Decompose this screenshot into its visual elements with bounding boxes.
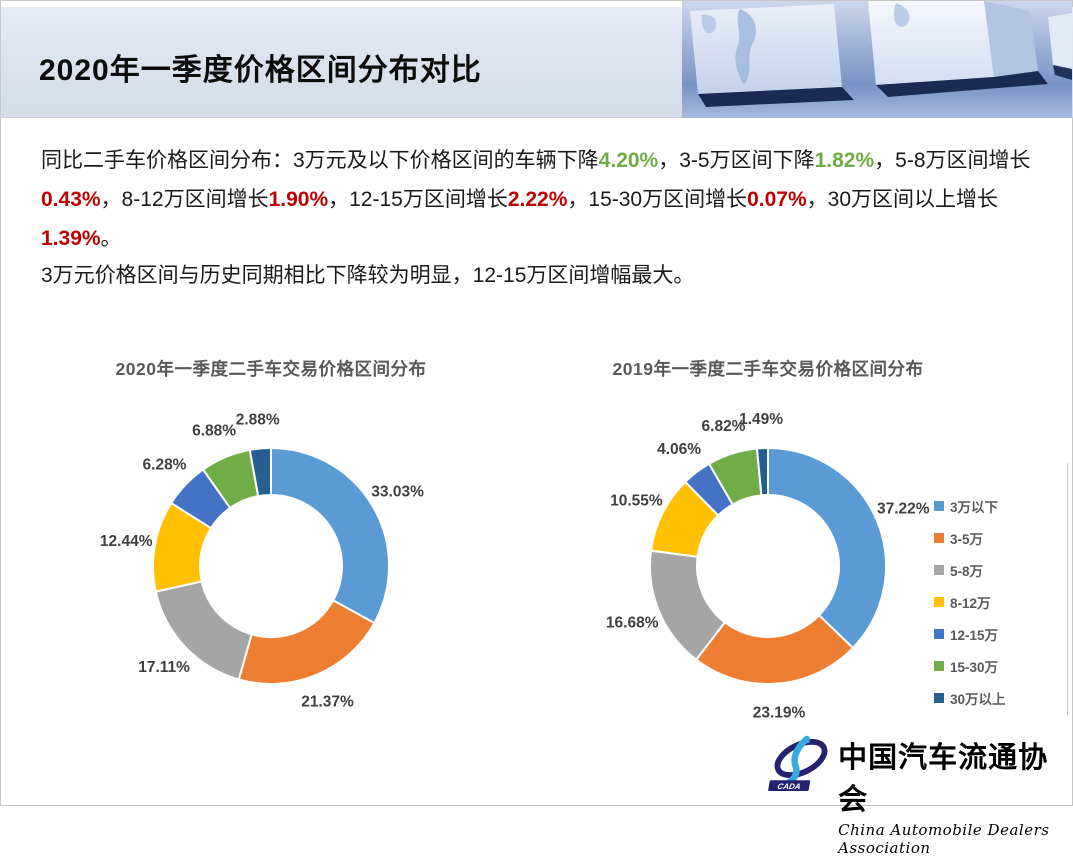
logo-text: 中国汽车流通协会 China Automobile Dealers Associ… [838, 728, 1072, 857]
left-cube-front-face [690, 4, 842, 94]
legend-label: 8-12万 [950, 596, 991, 611]
right-cube-front-face [1048, 13, 1072, 69]
right-cube-shadow [1053, 65, 1072, 80]
middle-cube-shadow [876, 71, 1048, 97]
legend-item-5-8万: 5-8万 [934, 563, 1006, 579]
legend-swatch-icon [934, 661, 944, 671]
donut-slice-3-5万 [237, 598, 376, 685]
emblem-acronym: CADA [777, 782, 802, 791]
data-label-15-30万: 6.82% [702, 418, 746, 435]
data-label-3万以下: 37.22% [877, 501, 930, 518]
donut-slice-3万以下 [270, 446, 390, 625]
donut-chart-2019: 37.22% 23.19% 16.68% 10.55% 4.06%6.82%1.49% [606, 411, 930, 722]
summary-paragraph-2: 3万元价格区间与历史同期相比下降较为明显，12-15万区间增幅最大。 [41, 264, 695, 287]
middle-cube-front-face [868, 1, 994, 85]
data-label-30万以上: 1.49% [739, 411, 783, 428]
middle-cube-map-blob [893, 3, 910, 27]
cada-logo: CADA 中国汽车流通协会 China Automobile Dealers A… [767, 728, 1072, 857]
legend-item-3-5万: 3-5万 [934, 531, 1006, 547]
summary-text-segment: ，3-5万区间下降 [658, 149, 815, 172]
chart-title-2020: 2020年一季度二手车交易价格区间分布 [115, 359, 427, 379]
summary-value-red: 0.43% [41, 188, 101, 211]
summary-text-segment: ，30万区间以上增长 [806, 188, 999, 211]
donut-slice-3万以下 [767, 446, 887, 650]
middle-cube-side-face [984, 1, 1038, 77]
summary-value-red: 2.22% [507, 188, 568, 211]
emblem-dot [805, 738, 810, 744]
donut-slice-30万以上 [248, 446, 272, 498]
data-label-3万以下: 33.03% [371, 483, 424, 500]
donut-slice-30万以上 [755, 446, 769, 497]
cada-emblem-icon: CADA [768, 735, 828, 792]
header-decoration-cubes-image [682, 1, 1072, 118]
left-cube-map-blob-2 [701, 14, 717, 34]
legend-swatch-icon [934, 565, 944, 575]
data-label-15-30万: 6.88% [192, 422, 236, 439]
summary-value-green: 1.82% [814, 149, 875, 172]
legend-swatch-icon [934, 629, 944, 639]
legend-swatch-icon [934, 597, 944, 607]
summary-value-red: 1.90% [268, 188, 329, 211]
legend-label: 15-30万 [950, 660, 999, 675]
summary-text-segment: ，12-15万区间增长 [328, 188, 508, 211]
summary-text-segment: ，5-8万区间增长 [874, 149, 1031, 172]
legend-swatch-icon [934, 501, 944, 511]
chart-title-2019: 2019年一季度二手车交易价格区间分布 [612, 359, 924, 379]
legend-item-8-12万: 8-12万 [934, 595, 1006, 611]
data-label-30万以上: 2.88% [236, 412, 280, 429]
page-title: 2020年一季度价格区间分布对比 [39, 54, 482, 87]
legend-divider-line [1067, 463, 1068, 715]
summary-paragraph-1: 同比二手车价格区间分布：3万元及以下价格区间的车辆下降4.20%，3-5万区间下… [41, 141, 1039, 258]
legend-swatch-icon [934, 693, 944, 703]
donut-chart-2020: 33.03% 21.37% 17.11% 12.44% 6.28% 6.88%2.88% [100, 412, 424, 711]
summary-text-segment: 。 [100, 227, 122, 250]
logo-name-en: China Automobile Dealers Association [838, 821, 1050, 857]
emblem-ellipse [774, 738, 828, 778]
data-label-12-15万: 4.06% [657, 441, 701, 458]
summary-text-segment: 同比二手车价格区间分布：3万元及以下价格区间的车辆下降 [41, 149, 599, 172]
legend-item-12-15万: 12-15万 [934, 627, 1006, 643]
data-label-12-15万: 6.28% [143, 457, 187, 474]
left-cube-shadow [698, 87, 854, 107]
summary-value-red: 0.07% [747, 188, 807, 211]
left-cube-map-blob [735, 9, 756, 85]
logo-name-cn: 中国汽车流通协会 [838, 742, 1049, 816]
legend-label: 3-5万 [950, 532, 984, 547]
data-label-5-8万: 17.11% [138, 659, 190, 676]
legend-label: 12-15万 [950, 628, 999, 643]
data-label-3-5万: 23.19% [753, 705, 806, 722]
data-label-3-5万: 21.37% [301, 694, 354, 711]
chart-legend: 3万以下 3-5万 5-8万 8-12万 12-15万 15-30万 30万以上 [934, 499, 1006, 707]
data-label-8-12万: 12.44% [100, 533, 153, 550]
legend-item-15-30万: 15-30万 [934, 659, 1006, 675]
legend-label: 3万以下 [950, 500, 999, 515]
legend-label: 30万以上 [950, 692, 1006, 707]
legend-label: 5-8万 [950, 564, 984, 579]
data-label-5-8万: 16.68% [606, 614, 659, 631]
data-label-8-12万: 10.55% [610, 492, 663, 509]
legend-item-3万以下: 3万以下 [934, 499, 1006, 515]
emblem-banner [768, 780, 811, 792]
summary-value-red: 1.39% [41, 227, 101, 250]
summary-text-segment: ，8-12万区间增长 [100, 188, 269, 211]
summary-block: 同比二手车价格区间分布：3万元及以下价格区间的车辆下降4.20%，3-5万区间下… [41, 141, 1039, 292]
summary-value-green: 4.20% [598, 149, 659, 172]
legend-swatch-icon [934, 533, 944, 543]
legend-item-30万以上: 30万以上 [934, 691, 1006, 707]
summary-text-segment: ，15-30万区间增长 [567, 188, 748, 211]
